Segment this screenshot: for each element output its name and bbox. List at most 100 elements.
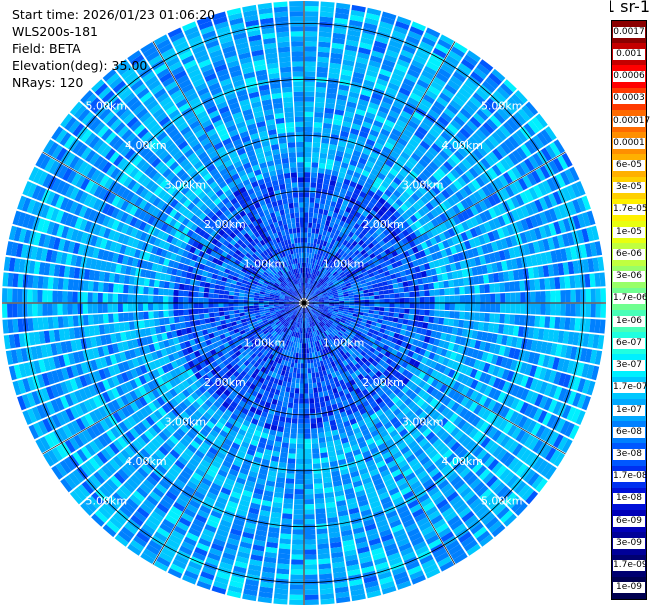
range-gate [290,362,295,368]
range-gate [307,237,311,243]
range-gate [560,290,566,303]
range-gate [310,423,317,429]
range-gate [378,224,387,233]
range-gate [494,416,505,429]
range-gate [413,386,422,395]
range-gate [446,103,459,115]
range-gate [386,172,396,181]
range-gate [466,120,478,132]
range-gate [350,253,357,260]
range-gate [418,172,429,182]
range-gate [527,119,540,134]
range-gate [532,241,541,254]
range-gate [361,318,368,324]
range-gate [333,295,339,299]
range-gate [405,35,420,46]
range-gate [311,443,319,449]
range-gate [508,347,516,359]
range-gate [457,448,469,460]
range-gate [357,135,367,144]
range-gate [345,282,351,287]
range-gate [548,370,557,384]
range-gate [401,361,409,369]
range-gate [340,162,349,169]
range-gate [479,341,487,351]
range-gate [581,195,591,211]
range-gate [406,226,414,235]
range-gate [320,289,326,293]
range-gate [529,215,539,228]
range-gate [415,272,423,279]
range-gate [460,231,469,242]
range-gate [409,291,415,298]
range-gate [456,212,466,223]
range-gate [280,528,292,535]
ray [308,304,596,396]
range-gate [368,328,375,334]
range-gate [532,352,541,365]
range-gate [332,124,342,131]
range-gate [418,315,425,322]
range-gate [550,303,556,316]
range-gate [411,134,422,144]
range-gate [318,304,325,307]
range-gate [304,232,308,238]
range-gate [532,152,544,167]
range-gate [569,275,576,289]
range-gate [493,323,500,334]
range-gate [469,390,479,401]
range-gate [352,344,359,350]
range-gate [320,1,335,8]
range-gate [309,192,316,198]
range-gate [418,411,428,421]
ray [309,303,606,318]
range-gate [430,330,437,338]
range-gate [435,381,444,391]
range-gate [478,468,491,481]
range-gate [317,56,330,63]
range-gate [326,253,332,260]
range-gate [304,146,312,153]
range-gate [522,175,533,189]
range-gate [425,61,440,72]
range-gate [316,533,328,540]
range-gate [437,38,452,50]
range-gate [447,123,459,135]
range-gate [386,365,394,373]
range-gate [440,332,447,341]
range-gate [443,280,450,288]
range-gate [361,258,368,265]
range-gate [389,238,397,246]
range-gate [295,383,300,389]
range-gate [333,309,339,313]
range-gate [315,289,320,294]
range-gate [466,347,475,357]
range-gate [340,284,347,289]
range-gate [531,116,544,131]
range-gate [375,201,383,209]
range-gate [574,274,581,288]
range-gate [569,166,580,182]
range-gate [336,242,343,249]
range-gate [552,434,564,449]
range-gate [364,74,377,83]
range-gate [378,185,387,193]
range-gate [469,312,475,321]
range-gate [401,385,410,394]
range-gate [427,85,441,96]
range-gate [562,218,572,232]
range-gate [412,88,425,98]
range-gate [425,89,438,100]
ray [309,288,606,303]
range-gate [304,257,307,263]
range-gate [304,227,308,233]
range-gate [328,72,340,80]
range-gate [308,347,312,354]
range-gate [384,141,395,151]
range-gate [504,138,516,152]
range-gate [511,426,522,440]
range-gate [304,499,314,505]
range-gate [364,239,372,246]
range-gate [445,186,455,197]
range-gate [356,330,363,336]
